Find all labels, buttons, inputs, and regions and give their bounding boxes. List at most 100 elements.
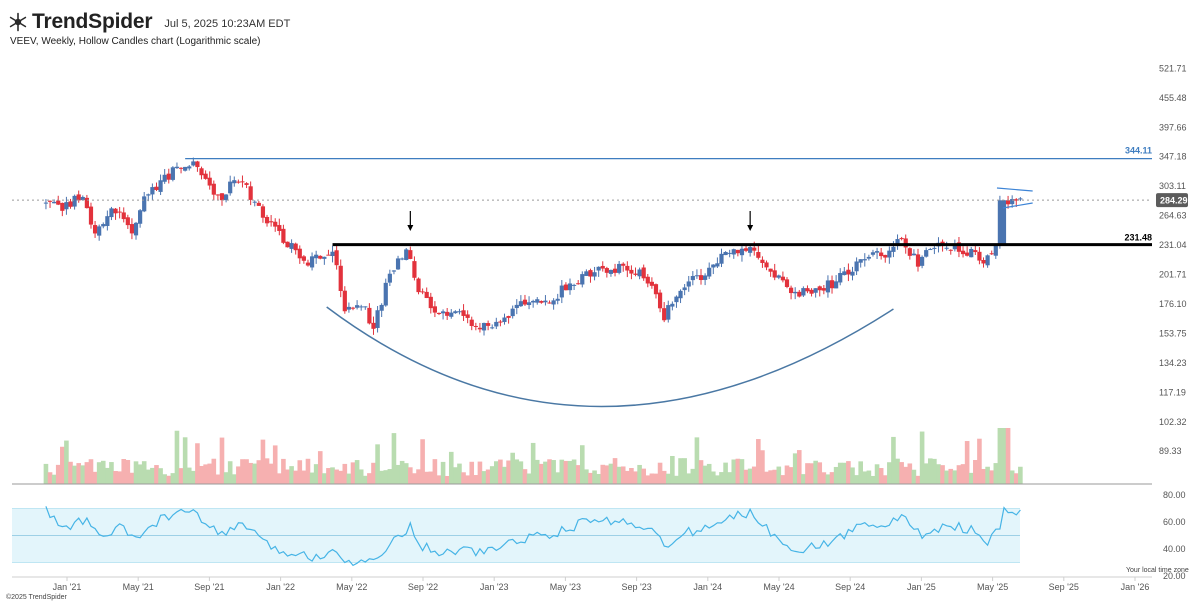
volume-bar [178,468,184,484]
volume-bar [334,469,339,484]
volume-bar [756,439,761,484]
volume-bar [534,459,540,484]
candle-body [142,196,147,212]
volume-bar [608,463,614,484]
candle-body [977,251,982,261]
volume-bar [88,459,94,484]
volume-bar [223,472,229,484]
candle-body [43,202,49,204]
volume-bar [874,464,880,484]
volume-bar [706,463,712,484]
candle-body [138,210,143,224]
volume-bar [182,437,188,484]
candle-body [788,287,794,294]
chart-timestamp: Jul 5, 2025 10:23AM EDT [164,17,291,30]
candle-body [297,248,302,259]
volume-bar [510,452,515,484]
candle-body [735,249,740,254]
volume-bar [796,450,802,484]
volume-bar [293,470,298,484]
candle-body [617,263,622,273]
candle-body [228,181,233,194]
candle-body [944,247,949,249]
chart-axes: 344.11 231.48 521.71 455.48 397.66 347.18 303.… [12,63,1188,592]
volume-bar [518,461,524,484]
candle-body [866,256,871,259]
volume-bar [80,465,86,484]
candle-body [756,252,761,258]
volume-bar [485,469,491,484]
y-tick-label: 455.48 [1159,93,1187,103]
candle-body [305,262,311,266]
volume-bar [829,472,835,484]
volume-bar [47,472,53,484]
candle-body [420,291,425,293]
candle-body [784,279,790,288]
volume-bar [854,475,859,484]
volume-bar [792,453,798,484]
volume-bar [424,471,430,484]
volume-bar [432,459,438,484]
candle-body [105,216,110,226]
rsi-tick-label: 80.00 [1163,490,1186,500]
volume-bar [837,462,843,484]
candle-body [334,250,339,266]
volume-bar [195,443,200,484]
candle-body [477,327,483,330]
candle-body [698,275,704,281]
candle-body [269,221,274,223]
x-tick-label: May '25 [977,582,1008,592]
candle-body [547,302,552,304]
volume-bar [43,463,49,484]
volume-bar [215,474,221,484]
volume-bar [825,474,831,484]
candle-body [481,322,487,331]
candle-body [236,181,241,183]
x-tick-label: Jan '22 [266,582,295,592]
y-tick-label: 102.32 [1159,417,1187,427]
y-tick-label: 134.23 [1159,358,1187,368]
candle-body [101,224,106,227]
volume-bar [240,459,245,484]
volume-bar [809,463,814,484]
candle-body [567,283,573,291]
volume-bar [494,461,499,484]
volume-bar [231,474,237,484]
volume-bar [133,461,139,484]
volume-bar [657,462,663,484]
volume-bars [43,428,1023,484]
volume-bar [358,469,364,484]
candle-body [891,246,896,252]
volume-bar [530,442,536,484]
volume-bar [915,475,921,484]
volume-bar [326,468,331,484]
candle-body [387,273,392,283]
volume-bar [158,468,163,484]
candle-body [113,208,118,214]
x-tick-label: Sep '22 [408,582,438,592]
volume-bar [862,471,868,484]
candle-body [146,194,151,196]
volume-bar [264,458,270,484]
volume-bar [219,437,225,484]
candle-body [748,247,753,253]
volume-bar [690,468,696,484]
candle-body [1014,199,1019,201]
volume-bar [899,462,904,484]
candle-body [764,262,769,268]
volume-bar [973,460,978,484]
volume-bar [968,472,974,484]
candle-body [338,265,343,291]
volume-bar [399,460,405,484]
candle-body [408,250,413,259]
volume-bar [977,438,982,484]
x-tick-label: May '21 [123,582,154,592]
y-tick-label: 347.18 [1159,152,1187,162]
candle-body [596,266,601,271]
volume-bar [723,462,728,484]
rsi-tick-label: 60.00 [1163,517,1186,527]
volume-bar [817,462,823,484]
volume-bar [403,463,409,484]
volume-bar [596,473,601,484]
